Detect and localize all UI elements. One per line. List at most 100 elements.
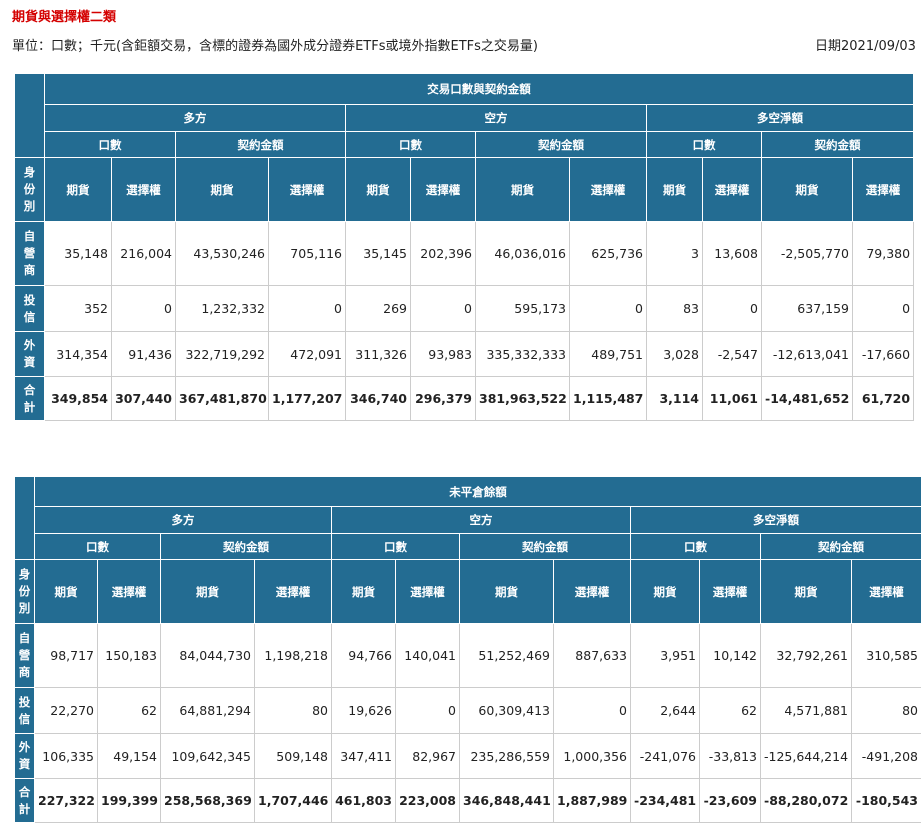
data-cell: 1,115,487 xyxy=(570,377,647,421)
data-cell: 3,114 xyxy=(647,377,703,421)
group-header: 多方 xyxy=(35,507,332,534)
corner-cell xyxy=(15,477,35,560)
group-header: 空方 xyxy=(346,105,647,132)
data-cell: 1,232,332 xyxy=(176,286,269,332)
data-cell: 0 xyxy=(396,688,460,734)
data-cell: 19,626 xyxy=(332,688,396,734)
data-cell: 1,198,218 xyxy=(255,624,332,688)
table-row: 身份別期貨選擇權期貨選擇權期貨選擇權期貨選擇權期貨選擇權期貨選擇權 xyxy=(15,560,921,624)
row-label-text: 外資 xyxy=(24,337,36,371)
row-header-label: 身份別 xyxy=(15,560,35,624)
row-label: 外資 xyxy=(15,734,35,779)
data-cell: -234,481 xyxy=(631,779,700,823)
data-cell: 4,571,881 xyxy=(761,688,852,734)
table-row: 身份別期貨選擇權期貨選擇權期貨選擇權期貨選擇權期貨選擇權期貨選擇權 xyxy=(15,158,914,222)
table-wrap: 未平倉餘額多方空方多空淨額口數契約金額口數契約金額口數契約金額身份別期貨選擇權期… xyxy=(14,476,921,823)
data-cell: 625,736 xyxy=(570,222,647,286)
data-cell: 3 xyxy=(647,222,703,286)
subgroup-header: 口數 xyxy=(346,132,476,158)
data-cell: 62 xyxy=(700,688,761,734)
data-cell: 80 xyxy=(852,688,921,734)
data-cell: 269 xyxy=(346,286,411,332)
data-cell: 61,720 xyxy=(853,377,914,421)
data-cell: -180,543 xyxy=(852,779,921,823)
data-cell: 307,440 xyxy=(112,377,176,421)
row-label-text: 合計 xyxy=(19,784,31,818)
corner-cell xyxy=(15,74,45,158)
data-cell: 472,091 xyxy=(269,332,346,377)
data-cell: 0 xyxy=(112,286,176,332)
column-header: 選擇權 xyxy=(703,158,762,222)
subgroup-header: 口數 xyxy=(45,132,176,158)
data-cell: 346,740 xyxy=(346,377,411,421)
data-cell: 140,041 xyxy=(396,624,460,688)
row-label: 合計 xyxy=(15,779,35,823)
page-title: 期貨與選擇權二類 xyxy=(12,6,116,25)
data-cell: 150,183 xyxy=(98,624,161,688)
data-cell: 1,887,989 xyxy=(554,779,631,823)
data-cell: 93,983 xyxy=(411,332,476,377)
data-cell: 22,270 xyxy=(35,688,98,734)
data-cell: -12,613,041 xyxy=(762,332,853,377)
row-label-text: 合計 xyxy=(24,382,36,416)
data-cell: 216,004 xyxy=(112,222,176,286)
column-header: 選擇權 xyxy=(411,158,476,222)
row-label: 自營商 xyxy=(15,222,45,286)
data-cell: 509,148 xyxy=(255,734,332,779)
data-cell: 346,848,441 xyxy=(460,779,554,823)
table-row: 交易口數與契約金額 xyxy=(15,74,914,105)
data-cell: 0 xyxy=(554,688,631,734)
subgroup-header: 契約金額 xyxy=(761,534,921,560)
data-table: 交易口數與契約金額多方空方多空淨額口數契約金額口數契約金額口數契約金額身份別期貨… xyxy=(14,73,914,421)
row-label: 投信 xyxy=(15,286,45,332)
data-cell: 49,154 xyxy=(98,734,161,779)
data-cell: 3,951 xyxy=(631,624,700,688)
data-cell: 227,322 xyxy=(35,779,98,823)
column-header: 選擇權 xyxy=(852,560,921,624)
column-header: 選擇權 xyxy=(396,560,460,624)
subgroup-header: 契約金額 xyxy=(176,132,346,158)
column-header: 選擇權 xyxy=(570,158,647,222)
data-cell: 98,717 xyxy=(35,624,98,688)
row-label-text: 投信 xyxy=(19,694,31,728)
data-cell: 0 xyxy=(269,286,346,332)
data-cell: -125,644,214 xyxy=(761,734,852,779)
table-row: 多方空方多空淨額 xyxy=(15,507,921,534)
data-cell: -33,813 xyxy=(700,734,761,779)
data-cell: 223,008 xyxy=(396,779,460,823)
row-label: 合計 xyxy=(15,377,45,421)
data-cell: 64,881,294 xyxy=(161,688,255,734)
data-cell: -491,208 xyxy=(852,734,921,779)
row-label: 外資 xyxy=(15,332,45,377)
table-title: 未平倉餘額 xyxy=(35,477,921,507)
data-cell: -2,547 xyxy=(703,332,762,377)
table-title: 交易口數與契約金額 xyxy=(45,74,914,105)
column-header: 選擇權 xyxy=(853,158,914,222)
data-cell: 62 xyxy=(98,688,161,734)
column-header: 選擇權 xyxy=(98,560,161,624)
column-header: 期貨 xyxy=(647,158,703,222)
data-cell: 381,963,522 xyxy=(476,377,570,421)
data-cell: 202,396 xyxy=(411,222,476,286)
data-cell: 367,481,870 xyxy=(176,377,269,421)
subgroup-header: 口數 xyxy=(332,534,460,560)
data-cell: 489,751 xyxy=(570,332,647,377)
data-cell: 82,967 xyxy=(396,734,460,779)
column-header: 選擇權 xyxy=(112,158,176,222)
data-cell: 352 xyxy=(45,286,112,332)
data-cell: 94,766 xyxy=(332,624,396,688)
data-cell: -23,609 xyxy=(700,779,761,823)
data-cell: 0 xyxy=(411,286,476,332)
data-cell: 0 xyxy=(853,286,914,332)
data-cell: 106,335 xyxy=(35,734,98,779)
data-cell: 349,854 xyxy=(45,377,112,421)
data-cell: 314,354 xyxy=(45,332,112,377)
data-cell: 83 xyxy=(647,286,703,332)
column-header: 期貨 xyxy=(161,560,255,624)
row-header-text: 身份別 xyxy=(19,566,31,617)
